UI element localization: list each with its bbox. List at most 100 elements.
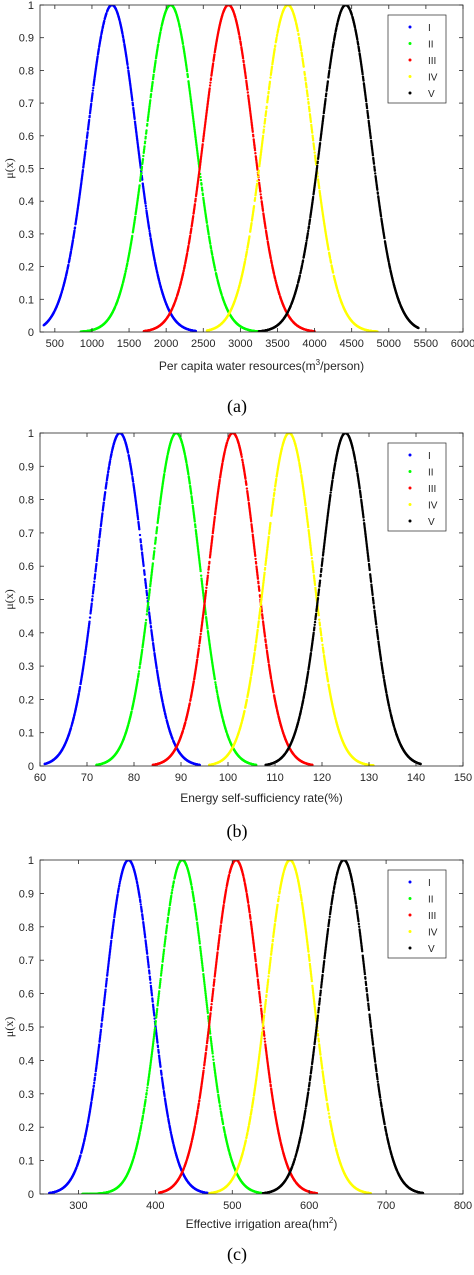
data-point <box>154 59 157 63</box>
data-point <box>209 247 213 250</box>
data-point <box>185 252 189 255</box>
data-point <box>103 491 107 494</box>
data-point <box>178 25 181 29</box>
legend-marker <box>408 91 412 95</box>
y-tick-label: 0.7 <box>19 98 34 110</box>
data-point <box>158 688 162 691</box>
data-point <box>313 151 316 154</box>
data-point <box>261 209 265 212</box>
data-point <box>139 172 143 175</box>
x-tick-label: 2500 <box>191 338 215 350</box>
data-point <box>214 269 217 272</box>
data-point <box>305 239 308 243</box>
data-point <box>201 189 204 192</box>
data-point <box>250 221 253 225</box>
data-point <box>109 458 112 461</box>
legend-marker <box>408 58 412 62</box>
data-point <box>143 145 146 148</box>
data-point <box>78 685 82 689</box>
data-point <box>307 225 311 228</box>
legend-label: V <box>428 89 435 100</box>
data-point <box>305 86 308 89</box>
legend-label: III <box>428 56 436 67</box>
data-point <box>190 227 193 230</box>
data-point <box>356 38 359 41</box>
data-point <box>376 192 380 195</box>
data-point <box>266 95 270 98</box>
data-point <box>207 232 210 236</box>
data-point <box>298 42 302 45</box>
series-III <box>142 5 316 332</box>
data-point <box>92 86 95 90</box>
data-point <box>259 190 262 193</box>
data-point <box>243 260 247 263</box>
data-point <box>298 274 302 277</box>
data-point <box>253 148 257 152</box>
data-point <box>324 97 327 101</box>
data-point <box>261 134 265 137</box>
data-point <box>220 293 223 297</box>
data-point <box>270 65 274 68</box>
data-point <box>122 40 126 44</box>
data-point <box>133 117 136 121</box>
data-point <box>88 114 91 118</box>
x-axis-label: Per capita water resources(m3/person) <box>159 358 364 373</box>
data-point <box>237 33 241 36</box>
data-point <box>160 26 163 29</box>
series-I <box>42 5 198 332</box>
data-point <box>105 481 108 484</box>
data-point <box>90 602 93 605</box>
data-point <box>91 595 94 598</box>
legend-label: I <box>428 23 431 34</box>
y-tick-label: 0.9 <box>19 33 34 45</box>
data-point <box>300 49 303 52</box>
data-point <box>213 266 216 269</box>
data-point <box>131 234 134 238</box>
data-point <box>327 248 330 251</box>
data-point <box>101 512 104 515</box>
data-point <box>364 99 368 103</box>
data-point <box>337 291 340 295</box>
data-point <box>77 692 81 695</box>
data-point <box>257 169 260 172</box>
data-point <box>262 128 266 131</box>
data-point <box>192 215 195 218</box>
data-point <box>328 256 332 260</box>
data-point <box>244 257 247 261</box>
data-point <box>372 162 376 165</box>
y-tick-label: 0.5 <box>19 164 34 176</box>
data-point <box>201 193 205 197</box>
data-point <box>305 241 308 245</box>
data-point <box>361 72 364 76</box>
data-point <box>383 236 386 240</box>
data-point <box>186 75 190 79</box>
data-point <box>158 685 161 688</box>
data-point <box>144 202 147 205</box>
data-point <box>252 205 256 208</box>
data-point <box>130 473 134 477</box>
data-point <box>81 169 85 172</box>
data-point <box>301 259 305 262</box>
data-point <box>211 253 214 256</box>
data-point <box>239 43 243 47</box>
data-point <box>275 33 279 37</box>
data-point <box>245 250 248 254</box>
data-point <box>213 53 216 56</box>
data-point <box>300 55 304 58</box>
data-point <box>144 207 148 210</box>
data-point <box>241 56 245 60</box>
data-point <box>259 193 262 196</box>
data-point <box>209 81 212 84</box>
data-point <box>148 229 151 233</box>
x-tick-label: 1500 <box>117 338 141 350</box>
data-point <box>99 35 103 38</box>
data-point <box>307 229 310 233</box>
data-point <box>296 283 299 286</box>
y-tick-label: 0.3 <box>19 229 34 241</box>
data-point <box>199 178 203 182</box>
data-point <box>99 527 102 531</box>
x-tick-label: 1000 <box>80 338 104 350</box>
data-point <box>331 271 335 274</box>
